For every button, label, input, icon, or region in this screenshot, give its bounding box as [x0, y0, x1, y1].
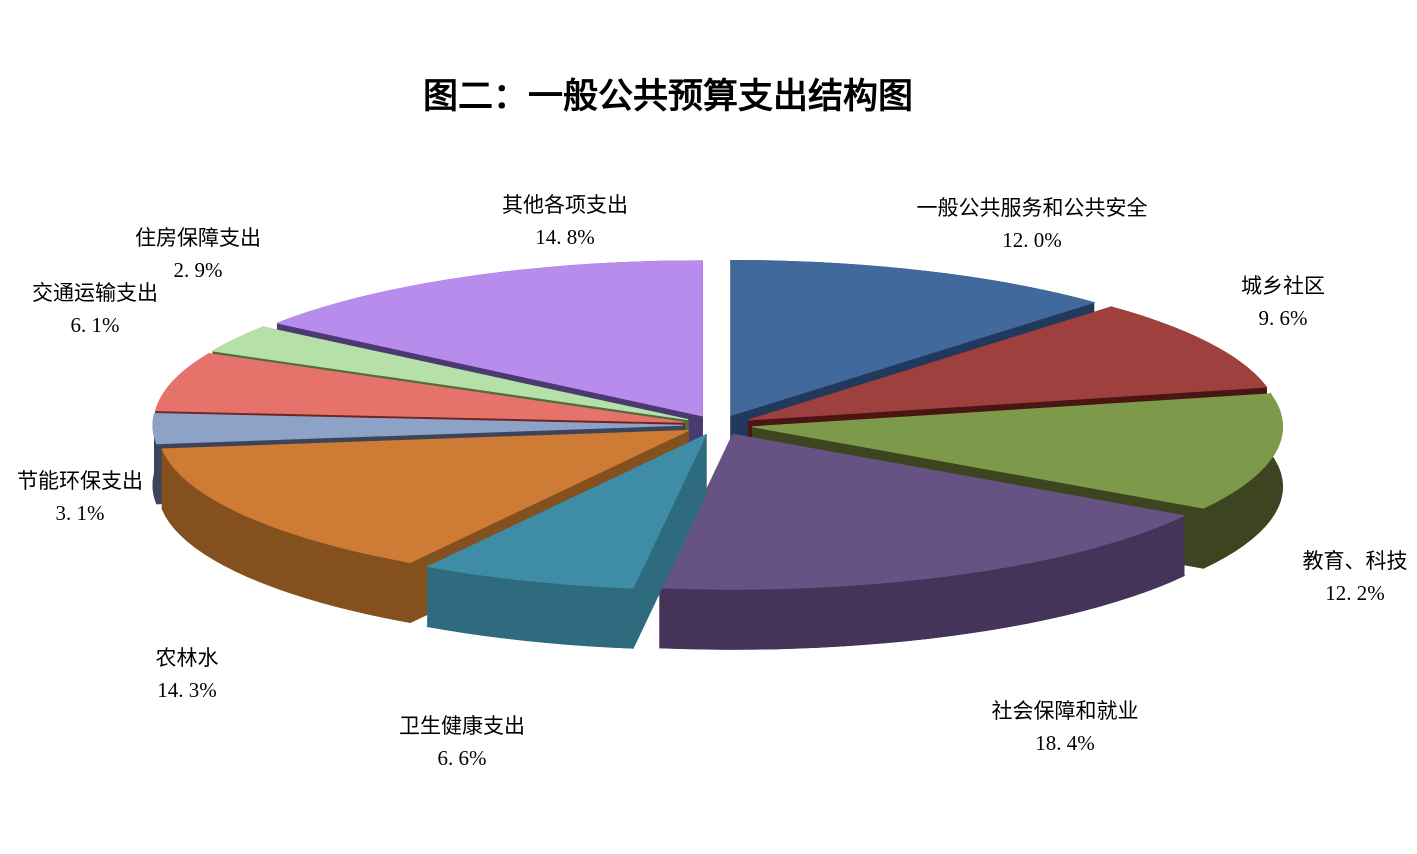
- slice-pct: 2. 9%: [174, 258, 223, 282]
- slice-top-face[interactable]: [155, 353, 685, 423]
- slice-label: 一般公共服务和公共安全: [917, 196, 1148, 220]
- slice-label: 教育、科技: [1303, 549, 1408, 573]
- pie-slice-4[interactable]: [426, 433, 708, 649]
- slice-label: 农林水: [156, 646, 219, 670]
- pie-labels-group: 一般公共服务和公共安全 12. 0% 城乡社区 9. 6% 教育、科技 12. 2% 社会保…: [17, 193, 1408, 770]
- slice-pct: 14. 3%: [157, 678, 217, 702]
- slice-pct: 12. 0%: [1002, 228, 1062, 252]
- slice-pct: 12. 2%: [1325, 581, 1385, 605]
- chart-title: 图二：一般公共预算支出结构图: [423, 77, 913, 116]
- slice-label: 其他各项支出: [502, 193, 628, 217]
- pie-slices-group: [152, 259, 1284, 650]
- slice-label: 节能环保支出: [17, 469, 143, 493]
- pie-slice-3[interactable]: [659, 433, 1186, 650]
- slice-top-face[interactable]: [161, 430, 689, 563]
- slice-top-face[interactable]: [752, 393, 1284, 509]
- slice-label: 卫生健康支出: [399, 714, 525, 738]
- slice-pct: 9. 6%: [1259, 306, 1308, 330]
- slice-top-face[interactable]: [152, 413, 684, 445]
- slice-pct: 3. 1%: [56, 501, 105, 525]
- slice-top-face[interactable]: [426, 433, 708, 589]
- slice-pct: 6. 1%: [71, 313, 120, 337]
- slice-pct: 14. 8%: [535, 225, 595, 249]
- slice-pct: 18. 4%: [1035, 731, 1095, 755]
- slice-label: 社会保障和就业: [992, 699, 1139, 723]
- slice-top-face[interactable]: [211, 326, 689, 421]
- slice-top-face[interactable]: [730, 259, 1096, 417]
- slice-label: 城乡社区: [1241, 274, 1325, 298]
- slice-label: 住房保障支出: [135, 226, 261, 250]
- slice-top-face[interactable]: [659, 433, 1186, 590]
- slice-top-face[interactable]: [275, 260, 703, 417]
- slice-pct: 6. 6%: [438, 746, 487, 770]
- slice-top-face[interactable]: [748, 306, 1268, 421]
- slice-label: 交通运输支出: [32, 281, 158, 305]
